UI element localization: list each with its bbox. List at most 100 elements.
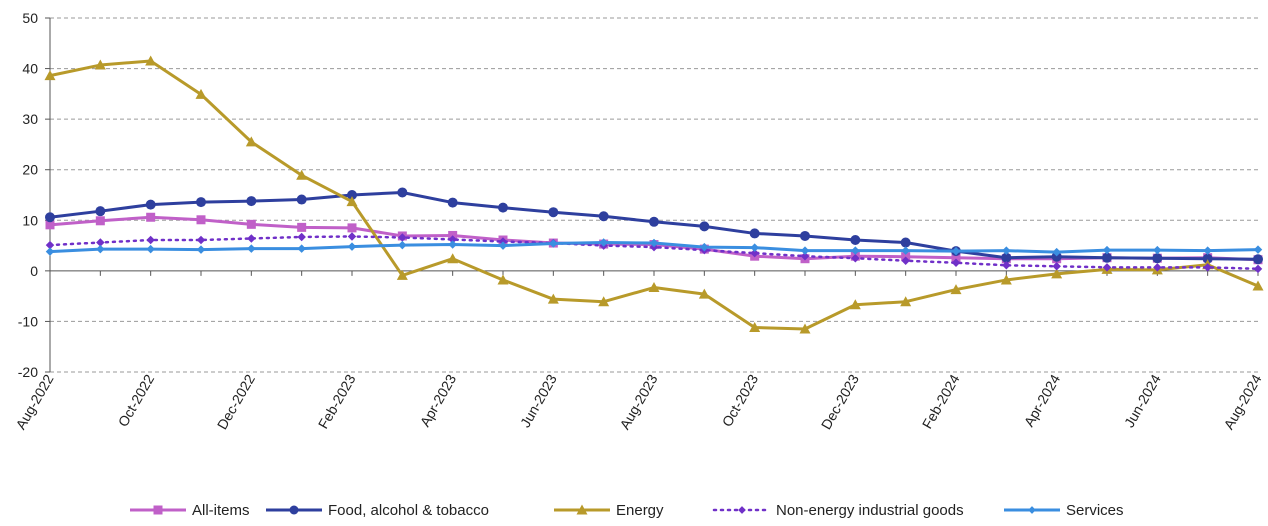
data-point — [1028, 506, 1036, 514]
data-point — [346, 196, 358, 207]
data-point — [289, 505, 299, 515]
legend-label: Non-energy industrial goods — [776, 502, 964, 519]
data-point — [598, 296, 610, 307]
data-point — [951, 246, 961, 256]
data-point — [498, 202, 508, 213]
data-point — [1253, 264, 1263, 274]
legend-label: Services — [1066, 502, 1124, 519]
legend-label: Food, alcohol & tobacco — [328, 502, 489, 519]
data-point — [297, 222, 307, 232]
y-tick-label: -20 — [18, 364, 38, 380]
data-point — [95, 206, 106, 217]
data-point — [750, 243, 759, 252]
data-point — [146, 235, 155, 245]
x-tick-label: Feb-2023 — [315, 371, 359, 431]
data-point — [448, 240, 457, 249]
data-point — [598, 211, 609, 222]
data-point — [648, 282, 660, 293]
data-point — [1253, 254, 1263, 265]
data-point — [195, 88, 207, 99]
data-point — [900, 296, 912, 307]
legend-item: Services — [1004, 502, 1124, 519]
legend-label: All-items — [192, 502, 250, 519]
data-point — [1102, 263, 1112, 272]
data-point — [1153, 263, 1162, 272]
data-point — [45, 247, 55, 256]
series-1 — [45, 187, 1263, 265]
data-point — [146, 212, 156, 222]
data-point — [649, 238, 659, 248]
x-tick-label: Dec-2023 — [818, 371, 862, 432]
data-point — [576, 504, 588, 515]
data-point — [951, 258, 961, 268]
data-point — [1001, 252, 1012, 263]
data-point — [799, 323, 811, 334]
data-point — [1052, 247, 1061, 257]
data-point — [296, 169, 308, 180]
data-point — [1252, 280, 1264, 291]
data-point — [196, 235, 206, 245]
data-point — [247, 234, 256, 243]
legend-item: Non-energy industrial goods — [712, 502, 964, 519]
data-point — [547, 293, 559, 304]
y-tick-label: 50 — [22, 10, 38, 26]
data-point — [398, 240, 407, 250]
data-point — [849, 299, 861, 310]
data-point — [398, 233, 407, 242]
data-point — [901, 256, 910, 265]
x-tick-label: Apr-2023 — [417, 371, 460, 429]
data-point — [901, 246, 910, 255]
data-point — [1051, 251, 1062, 262]
data-point — [599, 238, 608, 247]
data-point — [1052, 262, 1061, 271]
data-point — [749, 321, 761, 332]
data-point — [397, 187, 408, 198]
data-point — [96, 238, 105, 247]
data-point — [1000, 274, 1012, 285]
x-tick-label: Oct-2023 — [719, 371, 762, 429]
y-tick-label: 10 — [22, 212, 38, 228]
x-tick-label: Jun-2024 — [1121, 371, 1164, 430]
data-point — [447, 253, 459, 264]
data-point — [247, 244, 256, 253]
data-point — [1253, 245, 1263, 254]
data-point — [850, 235, 861, 246]
data-point — [45, 212, 55, 223]
data-point — [1203, 246, 1212, 255]
data-point — [951, 253, 961, 263]
data-point — [296, 194, 307, 205]
data-point — [750, 248, 759, 258]
data-point — [45, 240, 55, 250]
data-point — [45, 220, 55, 230]
data-point — [246, 196, 257, 207]
legend: All-items Food, alcohol & tobacco Energy No… — [130, 502, 1124, 519]
data-point — [649, 216, 659, 227]
y-tick-label: -10 — [18, 313, 38, 329]
data-point — [347, 232, 357, 241]
series-layer — [44, 55, 1264, 334]
data-point — [347, 242, 357, 251]
x-tick-label: Aug-2024 — [1220, 371, 1264, 432]
y-tick-label: 40 — [22, 61, 38, 77]
data-point — [1202, 253, 1213, 264]
data-point — [297, 244, 306, 253]
legend-item: Food, alcohol & tobacco — [266, 502, 489, 519]
data-point — [145, 55, 157, 66]
y-tick-label: 0 — [30, 263, 38, 279]
data-point — [145, 199, 156, 210]
y-tick-label: 30 — [22, 111, 38, 127]
data-point — [196, 215, 206, 225]
data-point — [738, 506, 746, 514]
data-point — [44, 70, 56, 81]
x-tick-label: Aug-2022 — [12, 371, 56, 432]
data-point — [1002, 246, 1011, 255]
data-point — [1152, 253, 1163, 264]
data-point — [851, 253, 860, 263]
data-point — [800, 230, 810, 241]
data-point — [347, 223, 357, 233]
data-point — [900, 237, 911, 248]
data-point — [396, 269, 408, 280]
data-point — [448, 235, 457, 244]
data-point — [96, 244, 105, 254]
